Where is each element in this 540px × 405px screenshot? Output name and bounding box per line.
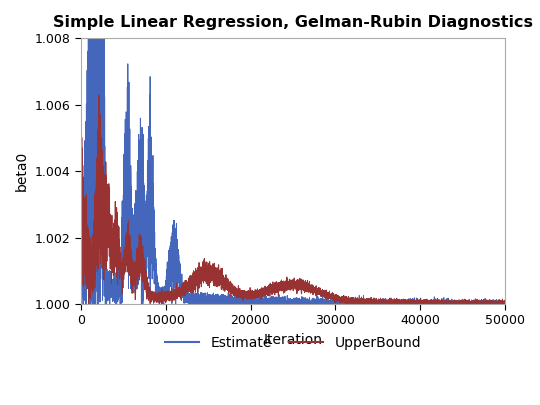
X-axis label: Iteration: Iteration — [264, 333, 322, 347]
Estimate — [502, 301, 508, 306]
Estimate — [401, 301, 407, 305]
Legend: Estimate, UpperBound: Estimate, UpperBound — [159, 330, 427, 356]
UpperBound — [502, 300, 508, 305]
UpperBound — [92, 217, 99, 222]
Estimate — [78, 302, 85, 307]
Estimate — [78, 260, 84, 265]
Line: UpperBound: UpperBound — [81, 95, 505, 304]
UpperBound — [401, 301, 407, 305]
Line: Estimate: Estimate — [81, 0, 505, 304]
Estimate — [92, 75, 99, 80]
Estimate — [339, 299, 345, 304]
UpperBound — [85, 302, 92, 307]
UpperBound — [171, 290, 178, 295]
Y-axis label: beta0: beta0 — [15, 151, 29, 191]
Estimate — [253, 299, 260, 304]
UpperBound — [96, 93, 102, 98]
UpperBound — [175, 293, 181, 298]
UpperBound — [339, 298, 345, 303]
Title: Simple Linear Regression, Gelman-Rubin Diagnostics: Simple Linear Regression, Gelman-Rubin D… — [53, 15, 533, 30]
Estimate — [175, 255, 181, 260]
UpperBound — [78, 222, 84, 226]
UpperBound — [253, 292, 260, 297]
Estimate — [171, 265, 178, 270]
